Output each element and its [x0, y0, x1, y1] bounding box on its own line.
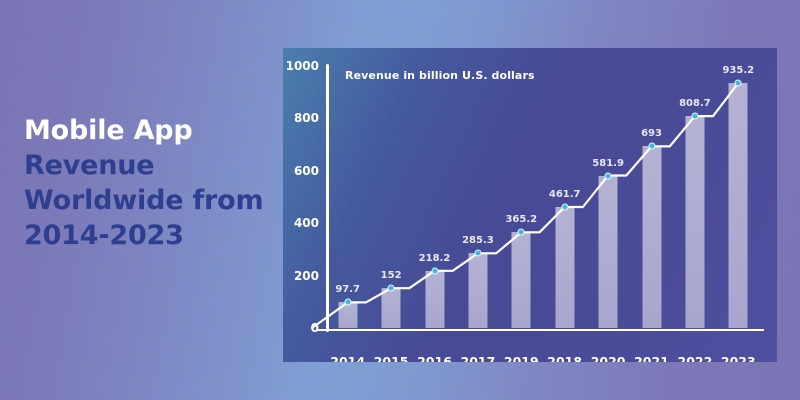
data-value-label: 808.7 — [679, 98, 711, 110]
y-axis-tick: 0 — [310, 321, 319, 335]
data-point-marker — [561, 203, 569, 211]
data-value-label: 693 — [641, 128, 662, 140]
x-axis-tick: 2016 — [417, 354, 452, 362]
headline-line-4: 2014-2023 — [24, 220, 184, 251]
x-axis-tick: 2015 — [373, 354, 409, 362]
data-point-marker — [344, 298, 352, 306]
data-value-label: 365.2 — [505, 214, 538, 226]
data-value-label: 152 — [380, 270, 402, 282]
chart-panel: Revenue in billion U.S. dollars 0 200 400 6… — [283, 48, 777, 362]
headline-line-3: Worldwide from — [24, 185, 264, 216]
data-point-marker — [734, 79, 742, 87]
data-value-label: 218.2 — [418, 252, 451, 264]
x-axis-line — [317, 329, 764, 331]
page-title: Mobile App Revenue Worldwide from 2014-2… — [24, 113, 274, 253]
data-point-marker — [474, 249, 482, 257]
y-axis-tick: 400 — [293, 216, 319, 231]
data-point-marker — [648, 142, 655, 150]
x-axis-labels: 2014 2015 2016 2017 2019 2018 2020 2021 2022 2023 — [326, 66, 760, 362]
chart-title: Revenue in billion U.S. dollars — [345, 69, 535, 82]
x-axis-tick: 2018 — [547, 354, 583, 362]
x-axis-tick: 2014 — [330, 354, 366, 362]
headline-line-1: Mobile App — [24, 115, 193, 146]
headline-line-2: Revenue — [24, 150, 155, 181]
data-point-marker — [691, 112, 699, 120]
data-point-marker — [517, 228, 525, 236]
x-axis-tick: 2023 — [720, 354, 756, 362]
data-point-marker — [387, 284, 395, 292]
data-point-marker — [431, 267, 438, 275]
x-axis-tick: 2021 — [634, 354, 669, 362]
y-axis-tick: 600 — [293, 163, 319, 178]
data-value-label: 581.9 — [592, 157, 624, 169]
x-axis-tick: 2020 — [590, 354, 626, 362]
y-axis-tick: 200 — [293, 268, 319, 283]
y-axis-tick: 1000 — [285, 59, 319, 73]
data-point-marker — [604, 172, 612, 180]
data-value-label: 285.3 — [462, 235, 494, 247]
x-axis-tick: 2022 — [677, 354, 713, 362]
x-axis-tick: 2019 — [503, 354, 539, 362]
x-axis-tick: 2017 — [460, 354, 496, 362]
data-value-label: 97.7 — [335, 284, 361, 296]
data-value-label: 935.2 — [722, 64, 755, 76]
y-axis-tick: 800 — [293, 111, 319, 126]
data-value-label: 461.7 — [548, 189, 581, 201]
